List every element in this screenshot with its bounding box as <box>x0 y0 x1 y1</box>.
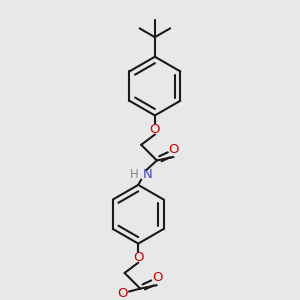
Text: O: O <box>152 271 163 284</box>
Text: H: H <box>130 168 138 181</box>
Text: O: O <box>133 251 143 264</box>
Text: O: O <box>169 143 179 156</box>
Text: N: N <box>143 168 153 181</box>
Text: O: O <box>150 123 160 136</box>
Text: O: O <box>117 287 128 300</box>
